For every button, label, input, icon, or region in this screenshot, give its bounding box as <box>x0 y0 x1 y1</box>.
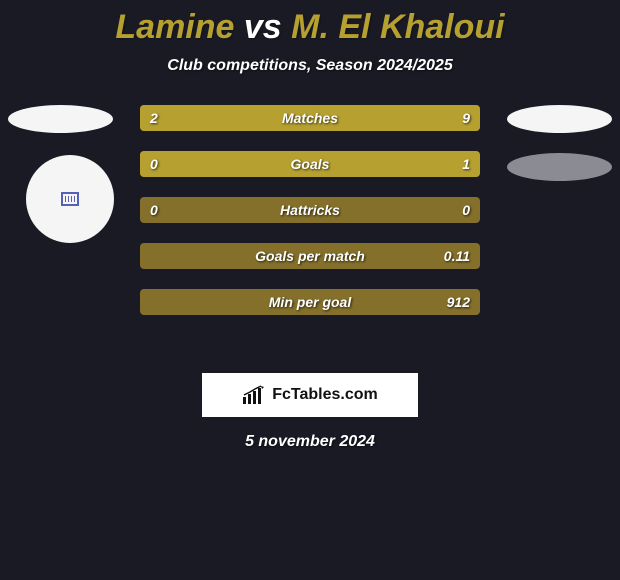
stat-label: Goals per match <box>255 248 365 264</box>
stat-bar: 2 9 Matches <box>140 105 480 131</box>
stat-bar: 0 0 Hattricks <box>140 197 480 223</box>
stat-value-right: 9 <box>462 110 470 126</box>
stat-label: Matches <box>282 110 338 126</box>
stat-value-right: 912 <box>447 294 470 310</box>
club-crest-icon <box>61 192 79 206</box>
player1-club-badge <box>26 155 114 243</box>
stat-bar: 912 Min per goal <box>140 289 480 315</box>
comparison-stage: 2 9 Matches 0 1 Goals 0 0 Hattricks 0.11 Goals per… <box>0 105 620 355</box>
stat-bar: 0.11 Goals per match <box>140 243 480 269</box>
brand-text: FcTables.com <box>272 386 378 404</box>
stat-bars: 2 9 Matches 0 1 Goals 0 0 Hattricks 0.11 Goals per… <box>140 105 480 335</box>
stat-value-left: 2 <box>150 110 158 126</box>
stat-label: Goals <box>291 156 330 172</box>
comparison-title: Lamine vs M. El Khaloui <box>0 0 620 47</box>
stat-value-right: 0.11 <box>444 248 470 264</box>
stat-label: Hattricks <box>280 202 340 218</box>
stat-value-left: 0 <box>150 202 158 218</box>
subtitle: Club competitions, Season 2024/2025 <box>0 57 620 75</box>
brand-chart-icon <box>242 385 266 405</box>
player2-photo-placeholder <box>507 105 612 133</box>
title-vs: vs <box>234 8 291 46</box>
date-label: 5 november 2024 <box>0 433 620 451</box>
stat-label: Min per goal <box>269 294 351 310</box>
player1-photo-placeholder <box>8 105 113 133</box>
stat-value-left: 0 <box>150 156 158 172</box>
stat-bar-fill-right <box>201 105 480 131</box>
stat-value-right: 1 <box>462 156 470 172</box>
stat-value-right: 0 <box>462 202 470 218</box>
brand-box[interactable]: FcTables.com <box>202 373 418 417</box>
title-player1: Lamine <box>115 8 234 46</box>
stat-bar: 0 1 Goals <box>140 151 480 177</box>
title-player2: M. El Khaloui <box>291 8 504 46</box>
player2-club-placeholder <box>507 153 612 181</box>
